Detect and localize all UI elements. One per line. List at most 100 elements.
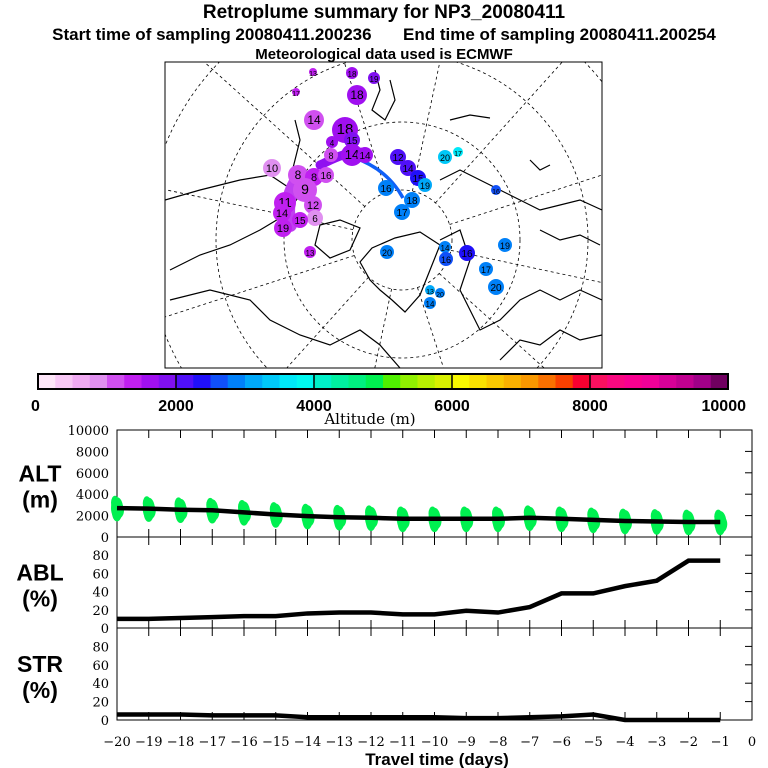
trajectory-marker-label: 17 <box>396 208 408 219</box>
trajectory-marker-label: 16 <box>320 171 332 182</box>
trajectory-marker-label: 4 <box>330 139 335 148</box>
y-tick-label: 60 <box>92 659 109 674</box>
y-tick-label: 0 <box>101 531 109 546</box>
trajectory-marker-label: 14 <box>345 147 359 162</box>
map-frame <box>164 61 603 369</box>
colorbar-swatch <box>193 374 211 389</box>
coastline <box>371 69 396 121</box>
colorbar-tick-label: 10000 <box>702 398 747 415</box>
trajectory-marker <box>326 136 338 148</box>
trajectory-marker-label: 13 <box>306 249 315 258</box>
x-tick-label: −15 <box>262 735 289 750</box>
trajectory-marker <box>400 160 416 176</box>
colorbar-swatch <box>331 374 349 389</box>
panel-frame-str <box>116 627 753 721</box>
x-tick-label: −18 <box>167 735 194 750</box>
trajectory-marker-label: 9 <box>301 181 309 197</box>
trajectory-marker-label: 10 <box>266 163 278 175</box>
trajectory-marker-label: 20 <box>382 248 392 258</box>
trajectory-marker-label: 19 <box>500 241 510 251</box>
y-tick-label: 80 <box>92 549 109 564</box>
trajectory-marker-label: 8 <box>311 172 317 184</box>
colorbar-swatch <box>641 374 660 389</box>
x-tick-label: −7 <box>520 735 539 750</box>
trajectory-marker <box>438 150 452 164</box>
coastline <box>314 219 361 259</box>
trajectory-marker-label: 18 <box>348 70 357 79</box>
x-tick-label: −3 <box>647 735 666 750</box>
colorbar-swatch <box>590 374 608 389</box>
trajectory-marker <box>488 279 504 295</box>
colorbar-swatch <box>296 374 315 389</box>
meridian-line <box>165 189 354 230</box>
colorbar-swatch <box>624 374 643 389</box>
colorbar-swatch <box>607 374 625 389</box>
trajectory-marker <box>292 212 308 228</box>
coastline <box>359 231 441 313</box>
median-line-str <box>117 712 721 723</box>
x-tick-label: −14 <box>294 735 321 750</box>
colorbar-swatch <box>383 374 401 389</box>
x-tick-label: −6 <box>552 735 571 750</box>
y-tick-label: 2000 <box>76 510 109 525</box>
trajectory-marker <box>292 88 300 96</box>
coastline <box>539 229 601 246</box>
trajectory-marker-label: 8 <box>295 168 302 182</box>
colorbar-swatch <box>262 374 280 389</box>
colorbar-swatch <box>141 374 160 389</box>
median-line-abl <box>117 558 721 622</box>
colorbar-swatch <box>676 374 694 389</box>
colorbar-swatch <box>659 374 677 389</box>
colorbar-swatch <box>279 374 298 389</box>
y-tick-label: 4000 <box>76 488 109 503</box>
trajectory-marker <box>357 147 373 163</box>
trajectory-marker-label: 8 <box>328 151 333 161</box>
y-tick-label: 40 <box>92 586 109 601</box>
panel-ylabel: STR <box>17 651 63 677</box>
panel-yunit: (%) <box>22 677 58 703</box>
meridian-line <box>203 62 366 207</box>
panel-yunit: (%) <box>22 586 58 612</box>
colorbar-tick-label: 2000 <box>158 398 194 415</box>
colorbar-swatch <box>400 374 418 389</box>
figure-title: Retroplume summary for NP3_20080411 <box>202 2 566 23</box>
trajectory-marker-label: 13 <box>309 71 317 78</box>
colorbar-swatch <box>417 374 436 389</box>
trajectory-marker-label: 16 <box>461 249 473 260</box>
sampling-times: Start time of sampling 20080411.200236 E… <box>0 25 768 45</box>
trajectory-marker <box>404 192 420 208</box>
trajectory-marker <box>318 167 334 183</box>
altitude-colorbar: 0 2000 4000 6000 8000 10000 Altitude (m) <box>31 373 747 428</box>
colorbar-swatch <box>572 374 591 389</box>
x-tick-label: −12 <box>357 735 384 750</box>
y-tick-label: 40 <box>92 677 109 692</box>
colorbar-swatch <box>210 374 229 389</box>
x-tick-label: −10 <box>421 735 448 750</box>
trajectory-marker <box>459 245 475 261</box>
colorbar-swatch <box>469 374 487 389</box>
trajectory-marker-label: 18 <box>350 88 364 102</box>
trajectory-marker <box>341 144 363 166</box>
colorbar-swatch <box>107 374 125 389</box>
trajectory-marker <box>304 110 324 130</box>
trajectory-marker-label: 16 <box>380 184 392 195</box>
y-tick-label: 20 <box>92 604 109 619</box>
colorbar-tick-label: 4000 <box>296 398 332 415</box>
trajectory-marker-label: 19 <box>370 75 379 84</box>
trajectory-marker-label: 20 <box>440 153 450 163</box>
trajectory-marker <box>307 210 323 226</box>
latitude-circle <box>215 62 589 368</box>
panel-ylabel: ABL <box>16 560 63 586</box>
coastline <box>529 159 551 171</box>
trajectory-marker-label: 20 <box>436 292 444 299</box>
colorbar-swatch <box>521 374 539 389</box>
colorbar-swatch <box>89 374 108 389</box>
trajectory-marker-label: 12 <box>307 200 319 212</box>
colorbar-tick-label: 6000 <box>434 398 470 415</box>
colorbar-swatch <box>693 374 712 389</box>
x-tick-label: −16 <box>230 735 257 750</box>
x-tick-label: −19 <box>135 735 162 750</box>
coastline <box>169 289 401 368</box>
